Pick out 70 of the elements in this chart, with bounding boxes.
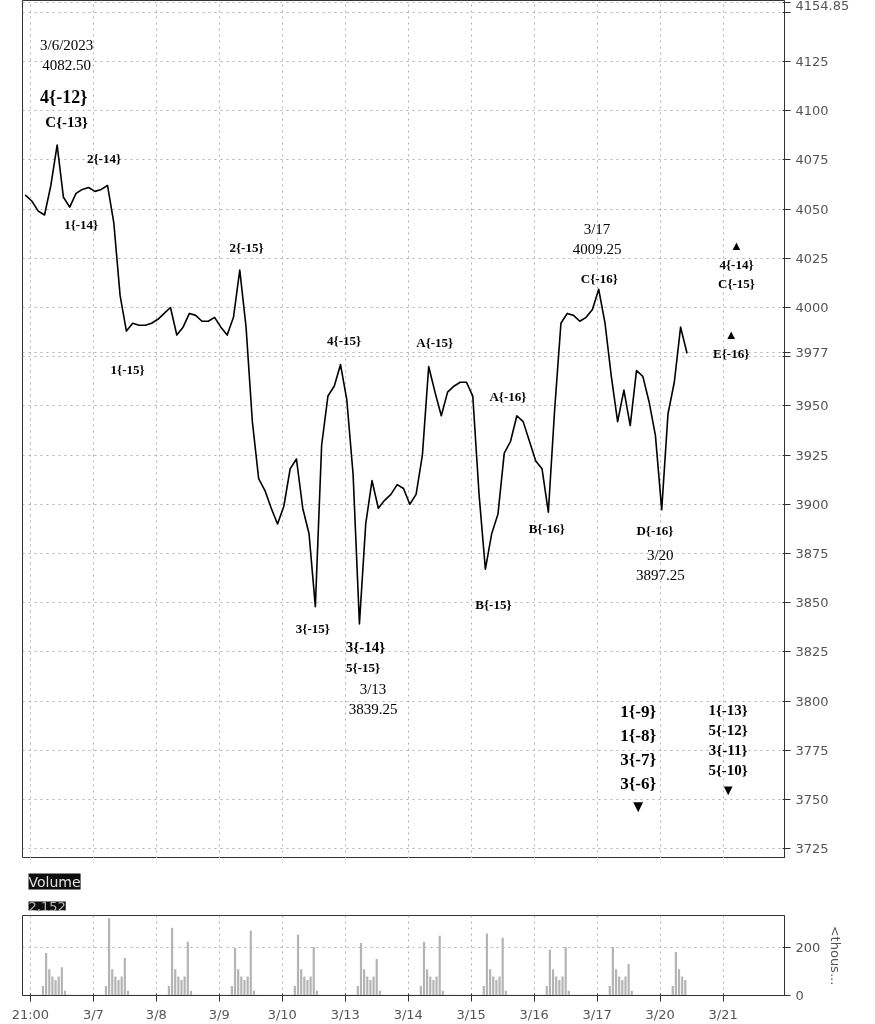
bar <box>369 980 372 996</box>
x-tick-label: 3/17 <box>582 1006 612 1022</box>
y-axis-title: <thous... <box>828 925 844 986</box>
bar <box>375 959 378 996</box>
y-tick-label: 3950 <box>795 398 829 414</box>
y-tick-label: 4125 <box>795 54 829 69</box>
x-tick-label: 3/15 <box>456 1006 486 1022</box>
y-tick-label: 3800 <box>795 693 829 709</box>
x-tick-label: 3/14 <box>393 1006 423 1022</box>
annotation: 4{-15} <box>327 332 362 348</box>
x-tick-label: 3/7 <box>82 1006 104 1022</box>
annotation: 1{-14} <box>64 216 99 232</box>
y-tick-label: 3925 <box>795 447 829 463</box>
annotation: 3/6/2023 4082.50 <box>40 36 94 73</box>
x-tick-label: 3/10 <box>267 1006 297 1022</box>
y-tick-label: 3900 <box>795 496 829 512</box>
annotation: D{-16} <box>636 523 674 539</box>
annotation: 3{-15} <box>295 621 330 637</box>
y-tick-label: 3825 <box>795 644 829 660</box>
x-tick-label: 3/9 <box>208 1006 230 1022</box>
y-tick-label: 4075 <box>795 152 829 168</box>
annotation: 2{-15} <box>229 240 264 256</box>
annotation: 1{-13} 5{-12} 3{-11} 5{-10} ▼ <box>708 702 748 799</box>
annotation: A{-15} <box>416 335 454 351</box>
y-tick-label: 3725 <box>795 841 829 857</box>
annotation: B{-16} <box>528 520 565 536</box>
annotation: 2{-14} <box>87 150 122 166</box>
annotation: 3{-14} <box>345 638 386 655</box>
bar <box>54 980 57 996</box>
bar <box>627 964 630 996</box>
bar <box>674 951 677 996</box>
annotation: 3/20 3897.25 <box>635 547 685 584</box>
y-tick-label: 4154.85 <box>795 0 850 13</box>
y-tick-label: 3850 <box>795 595 829 611</box>
x-tick-label: 3/20 <box>645 1006 675 1022</box>
bar <box>243 980 246 996</box>
annotation: 3/13 3839.25 <box>348 680 398 717</box>
annotation: C{-13} <box>45 114 89 131</box>
bar <box>432 980 435 996</box>
bar <box>306 980 309 996</box>
x-tick-label: 3/16 <box>519 1006 549 1022</box>
y-tick-label: 3775 <box>795 742 829 758</box>
bar <box>60 967 63 996</box>
chart-subtitle: 2,152 <box>28 898 66 914</box>
y-tick-label: 4000 <box>795 299 829 315</box>
annotation: 5{-15} <box>346 659 381 675</box>
y-tick-label: 4025 <box>795 250 829 266</box>
bar <box>180 980 183 996</box>
annotation: 1{-15} <box>110 361 145 377</box>
annotation: B{-15} <box>475 597 512 613</box>
annotation: 3/17 4009.25 <box>572 221 622 258</box>
y-tick-label: 200 <box>795 940 821 956</box>
y-tick-label: 3750 <box>795 791 829 807</box>
annotation: ▲ E{-16} <box>713 327 750 362</box>
y-tick-label: 0 <box>795 988 804 1003</box>
bar <box>117 980 120 996</box>
x-tick-label: 3/8 <box>145 1006 167 1022</box>
line-series <box>24 144 688 625</box>
y-tick-label: 4050 <box>795 201 829 217</box>
x-tick-label: 3/13 <box>330 1006 360 1022</box>
annotation: ▲ 4{-14} C{-15} <box>718 238 755 291</box>
x-tick-label: 21:00 <box>11 1006 50 1022</box>
annotation: 4{-12} <box>40 87 88 108</box>
y-tick-label: 3977 <box>795 345 829 361</box>
annotation: A{-16} <box>489 388 527 404</box>
x-tick-label: 3/21 <box>708 1006 738 1022</box>
annotation: C{-16} <box>580 270 618 286</box>
y-tick-label: 3875 <box>795 545 829 561</box>
annotation: 1{-9} 1{-8} 3{-7} 3{-6} ▼ <box>620 702 657 817</box>
y-tick-label: 4100 <box>795 103 829 119</box>
